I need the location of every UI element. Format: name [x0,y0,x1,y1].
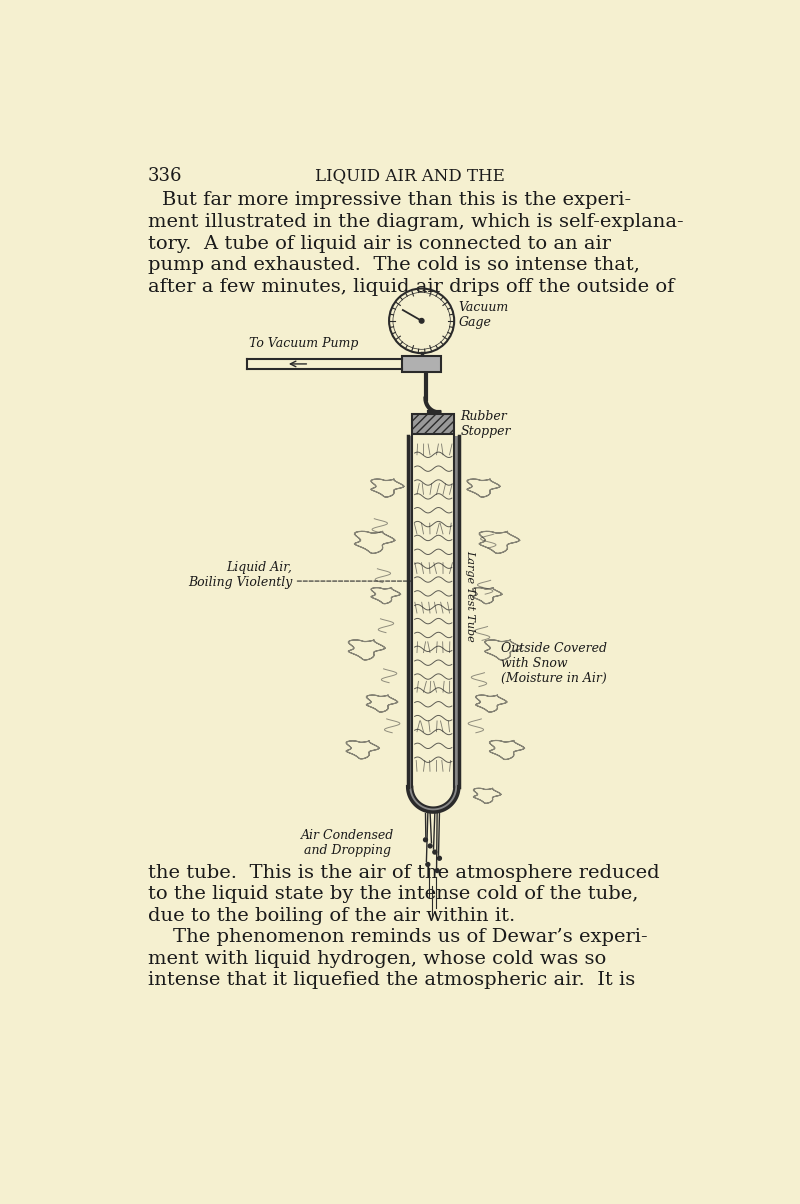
Text: Outside Covered
with Snow
(Moisture in Air): Outside Covered with Snow (Moisture in A… [502,642,607,685]
Text: Air Condensed
and Dropping: Air Condensed and Dropping [302,830,394,857]
Circle shape [438,856,442,860]
Bar [454,436,459,786]
Text: LIQUID AIR AND THE: LIQUID AIR AND THE [315,167,505,184]
Text: Large Test Tube: Large Test Tube [465,550,474,642]
Text: 336: 336 [148,167,182,184]
Bar [412,414,454,433]
Text: tory.  A tube of liquid air is connected to an air: tory. A tube of liquid air is connected … [148,235,611,253]
Bar [408,436,412,786]
Text: pump and exhausted.  The cold is so intense that,: pump and exhausted. The cold is so inten… [148,256,640,275]
Circle shape [419,319,424,323]
Text: The phenomenon reminds us of Dewar’s experi-: The phenomenon reminds us of Dewar’s exp… [148,928,648,946]
Bar [247,359,402,368]
Text: ment with liquid hydrogen, whose cold was so: ment with liquid hydrogen, whose cold wa… [148,950,606,968]
Text: Vacuum
Gage: Vacuum Gage [459,301,509,329]
Text: to the liquid state by the intense cold of the tube,: to the liquid state by the intense cold … [148,885,638,903]
Text: ment illustrated in the diagram, which is self-explana-: ment illustrated in the diagram, which i… [148,213,684,231]
Circle shape [428,844,432,848]
Text: intense that it liquefied the atmospheric air.  It is: intense that it liquefied the atmospheri… [148,972,635,990]
Text: Rubber
Stopper: Rubber Stopper [460,411,511,438]
Circle shape [435,868,439,873]
Circle shape [426,862,430,867]
Text: But far more impressive than this is the experi-: But far more impressive than this is the… [162,191,631,209]
Bar [402,356,441,372]
Circle shape [423,838,427,842]
Text: due to the boiling of the air within it.: due to the boiling of the air within it. [148,907,515,925]
Text: the tube.  This is the air of the atmosphere reduced: the tube. This is the air of the atmosph… [148,863,660,881]
Text: To Vacuum Pump: To Vacuum Pump [249,337,358,350]
Text: Liquid Air,
Boiling Violently: Liquid Air, Boiling Violently [188,561,292,589]
Polygon shape [408,786,459,811]
Text: after a few minutes, liquid air drips off the outside of: after a few minutes, liquid air drips of… [148,278,674,296]
Circle shape [433,850,437,854]
